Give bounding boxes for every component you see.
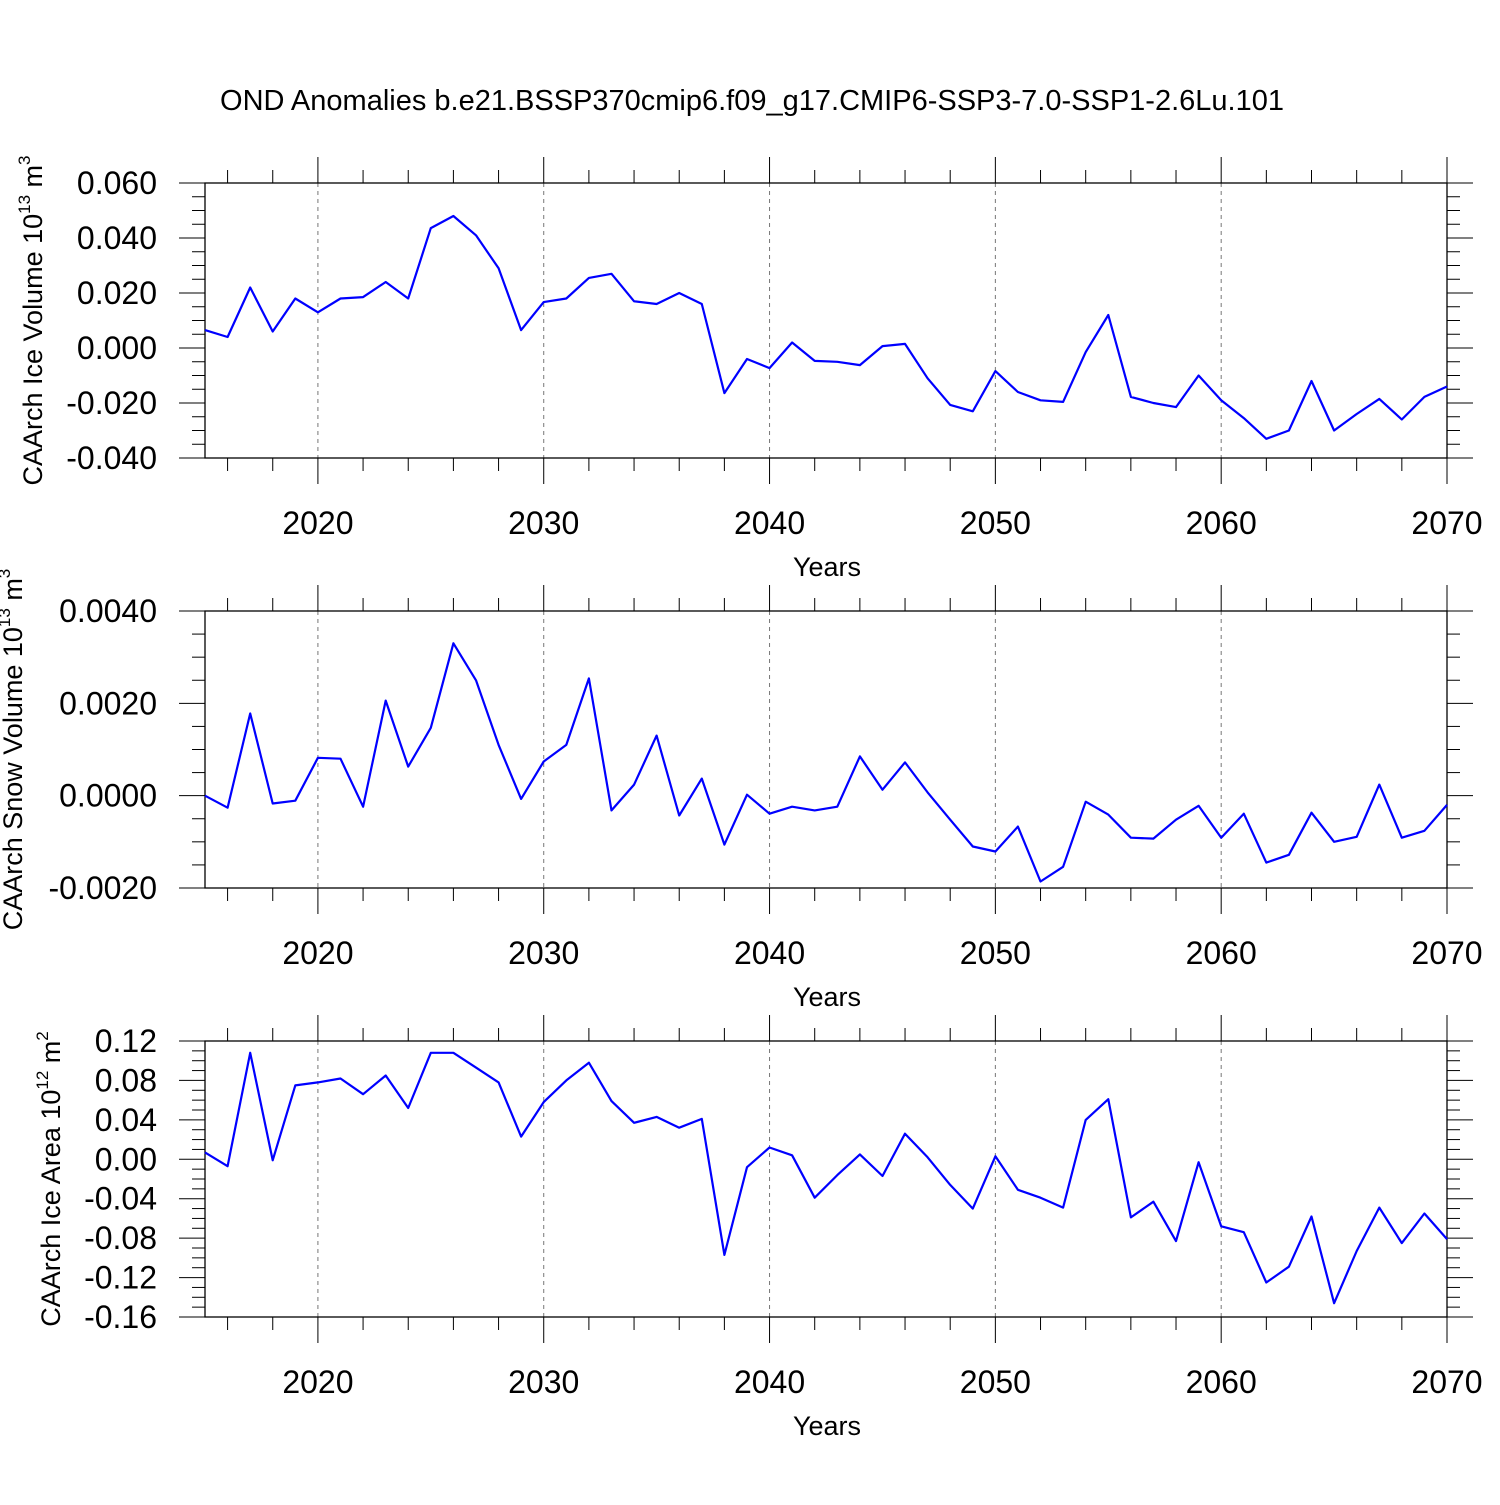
plot-frame <box>205 611 1447 888</box>
x-tick-label: 2040 <box>734 935 805 971</box>
y-label-superscript: 13 <box>0 608 14 627</box>
x-tick-label: 2070 <box>1411 1364 1482 1400</box>
panel-1: 2020 2030 2040 2050 2060 2070 Years -0.040 -0.02… <box>15 155 1483 582</box>
y-tick-label: 0.12 <box>95 1023 157 1059</box>
y-label-text: m <box>18 165 48 195</box>
y-tick-label: 0.04 <box>95 1102 157 1138</box>
panel-3: 2020 2030 2040 2050 2060 2070 Years -0.16-0.12 -… <box>33 1015 1483 1441</box>
x-tick-label: 2040 <box>734 505 805 541</box>
x-tick-label: 2070 <box>1411 505 1482 541</box>
x-tick-label: 2020 <box>282 505 353 541</box>
x-tick-label: 2060 <box>1186 935 1257 971</box>
y-axis-label: CAArch Ice Volume 1013 m3 <box>15 155 48 485</box>
y-label-superscript: 3 <box>0 569 14 578</box>
x-axis-label: Years <box>793 552 861 582</box>
series-line <box>205 643 1447 881</box>
y-tick-label: 0.00 <box>95 1141 157 1177</box>
x-tick-label: 2040 <box>734 1364 805 1400</box>
y-label-text: CAArch Snow Volume 10 <box>0 627 28 930</box>
y-tick-label: 0.0040 <box>59 593 157 629</box>
y-tick-label: 0.08 <box>95 1062 157 1098</box>
plot-frame <box>205 183 1447 458</box>
series-line <box>205 1053 1447 1303</box>
y-label-superscript: 12 <box>33 1071 52 1090</box>
y-label-text: m <box>0 578 28 608</box>
y-tick-label: -0.16 <box>84 1299 157 1335</box>
y-tick-label: 0.060 <box>77 165 157 201</box>
chart-title: OND Anomalies b.e21.BSSP370cmip6.f09_g17… <box>220 85 1284 117</box>
y-label-superscript: 3 <box>15 155 34 164</box>
y-tick-label: 0.0020 <box>59 685 157 721</box>
y-tick-label: -0.04 <box>84 1181 157 1217</box>
series-line <box>205 216 1447 439</box>
y-label-superscript: 2 <box>33 1031 52 1040</box>
y-tick-label: -0.12 <box>84 1260 157 1296</box>
y-label-superscript: 13 <box>15 195 34 214</box>
x-tick-label: 2030 <box>508 935 579 971</box>
x-axis-label: Years <box>793 1411 861 1441</box>
y-tick-label: -0.0020 <box>48 870 157 906</box>
x-tick-label: 2050 <box>960 935 1031 971</box>
y-label-text: CAArch Ice Area 10 <box>36 1090 66 1327</box>
x-axis-label: Years <box>793 982 861 1012</box>
x-tick-label: 2030 <box>508 1364 579 1400</box>
y-tick-label: -0.040 <box>66 440 157 476</box>
x-tick-label: 2020 <box>282 1364 353 1400</box>
x-tick-label: 2060 <box>1186 1364 1257 1400</box>
x-tick-label: 2050 <box>960 505 1031 541</box>
y-tick-label: -0.020 <box>66 385 157 421</box>
y-tick-label: 0.020 <box>77 275 157 311</box>
y-axis-label: CAArch Ice Area 1012 m2 <box>33 1031 66 1327</box>
x-tick-label: 2070 <box>1411 935 1482 971</box>
y-label-text: m <box>36 1041 66 1071</box>
y-tick-label: -0.08 <box>84 1220 157 1256</box>
y-tick-label: 0.000 <box>77 330 157 366</box>
y-axis-label: CAArch Snow Volume 1013 m3 <box>0 569 28 931</box>
x-tick-label: 2030 <box>508 505 579 541</box>
x-tick-label: 2020 <box>282 935 353 971</box>
y-tick-label: 0.0000 <box>59 778 157 814</box>
y-label-text: CAArch Ice Volume 10 <box>18 214 48 486</box>
y-tick-label: 0.040 <box>77 220 157 256</box>
panel-2: 2020 2030 2040 2050 2060 2070 Years -0.0020 0.00… <box>0 569 1483 1012</box>
x-tick-label: 2050 <box>960 1364 1031 1400</box>
x-tick-label: 2060 <box>1186 505 1257 541</box>
